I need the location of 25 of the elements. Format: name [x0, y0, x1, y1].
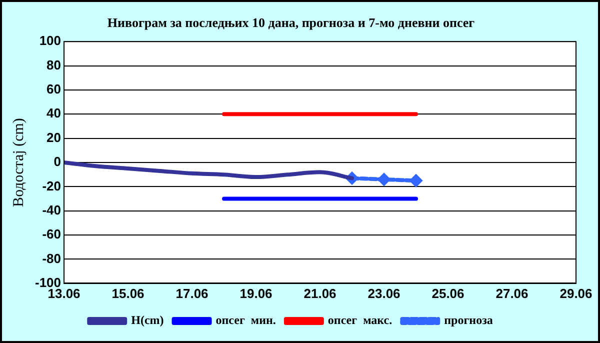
- legend-label: H(cm): [131, 313, 164, 328]
- y-tick-label: -60: [42, 226, 62, 242]
- x-tick-label: 29.06: [560, 286, 592, 301]
- x-tick-label: 15.06: [112, 286, 144, 301]
- y-tick-label: -80: [42, 250, 62, 266]
- y-tick-label: 40: [46, 106, 62, 121]
- x-tick-label: 25.06: [432, 286, 464, 301]
- y-tick-label: 60: [46, 82, 62, 97]
- x-tick-label: 17.06: [176, 286, 208, 301]
- x-tick-label: 23.06: [368, 286, 400, 301]
- y-tick-label: 80: [46, 57, 62, 72]
- x-tick-label: 21.06: [304, 286, 336, 301]
- y-tick-label: 0: [54, 154, 62, 170]
- legend-label: прогноза: [444, 313, 493, 328]
- y-tick-label: -100: [34, 274, 62, 290]
- y-axis-title: Водостај (cm): [10, 118, 27, 207]
- x-tick-label: 27.06: [496, 286, 528, 301]
- legend-label: опсег макс.: [328, 313, 392, 328]
- chart-title: Нивограм за последњих 10 дана, прогноза и 7-мо дневни опсег: [107, 15, 475, 30]
- x-tick-label: 19.06: [240, 286, 272, 301]
- y-tick-label: -40: [42, 202, 62, 218]
- legend-label: опсег мин.: [216, 313, 276, 328]
- y-tick-label: -20: [42, 178, 62, 194]
- y-tick-label: 20: [46, 130, 62, 145]
- y-tick-label: 100: [39, 33, 62, 48]
